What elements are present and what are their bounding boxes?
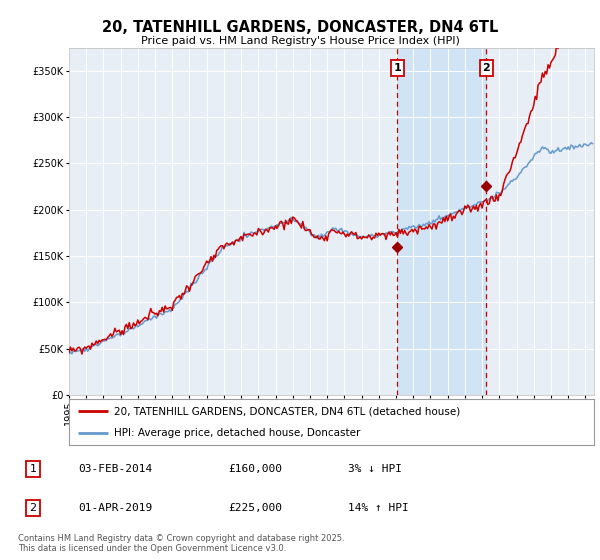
Text: 1: 1 <box>29 464 37 474</box>
Bar <box>397 48 487 395</box>
Text: Contains HM Land Registry data © Crown copyright and database right 2025.
This d: Contains HM Land Registry data © Crown c… <box>18 534 344 553</box>
Text: 2: 2 <box>29 503 37 513</box>
Text: 01-APR-2019: 01-APR-2019 <box>78 503 152 513</box>
Text: 2: 2 <box>482 63 490 73</box>
Text: 20, TATENHILL GARDENS, DONCASTER, DN4 6TL (detached house): 20, TATENHILL GARDENS, DONCASTER, DN4 6T… <box>113 406 460 416</box>
Text: 1: 1 <box>394 63 401 73</box>
Text: 03-FEB-2014: 03-FEB-2014 <box>78 464 152 474</box>
Text: 3% ↓ HPI: 3% ↓ HPI <box>348 464 402 474</box>
Text: £225,000: £225,000 <box>228 503 282 513</box>
Text: Price paid vs. HM Land Registry's House Price Index (HPI): Price paid vs. HM Land Registry's House … <box>140 36 460 46</box>
Text: 20, TATENHILL GARDENS, DONCASTER, DN4 6TL: 20, TATENHILL GARDENS, DONCASTER, DN4 6T… <box>102 20 498 35</box>
Text: HPI: Average price, detached house, Doncaster: HPI: Average price, detached house, Donc… <box>113 428 360 438</box>
Text: 14% ↑ HPI: 14% ↑ HPI <box>348 503 409 513</box>
Text: £160,000: £160,000 <box>228 464 282 474</box>
